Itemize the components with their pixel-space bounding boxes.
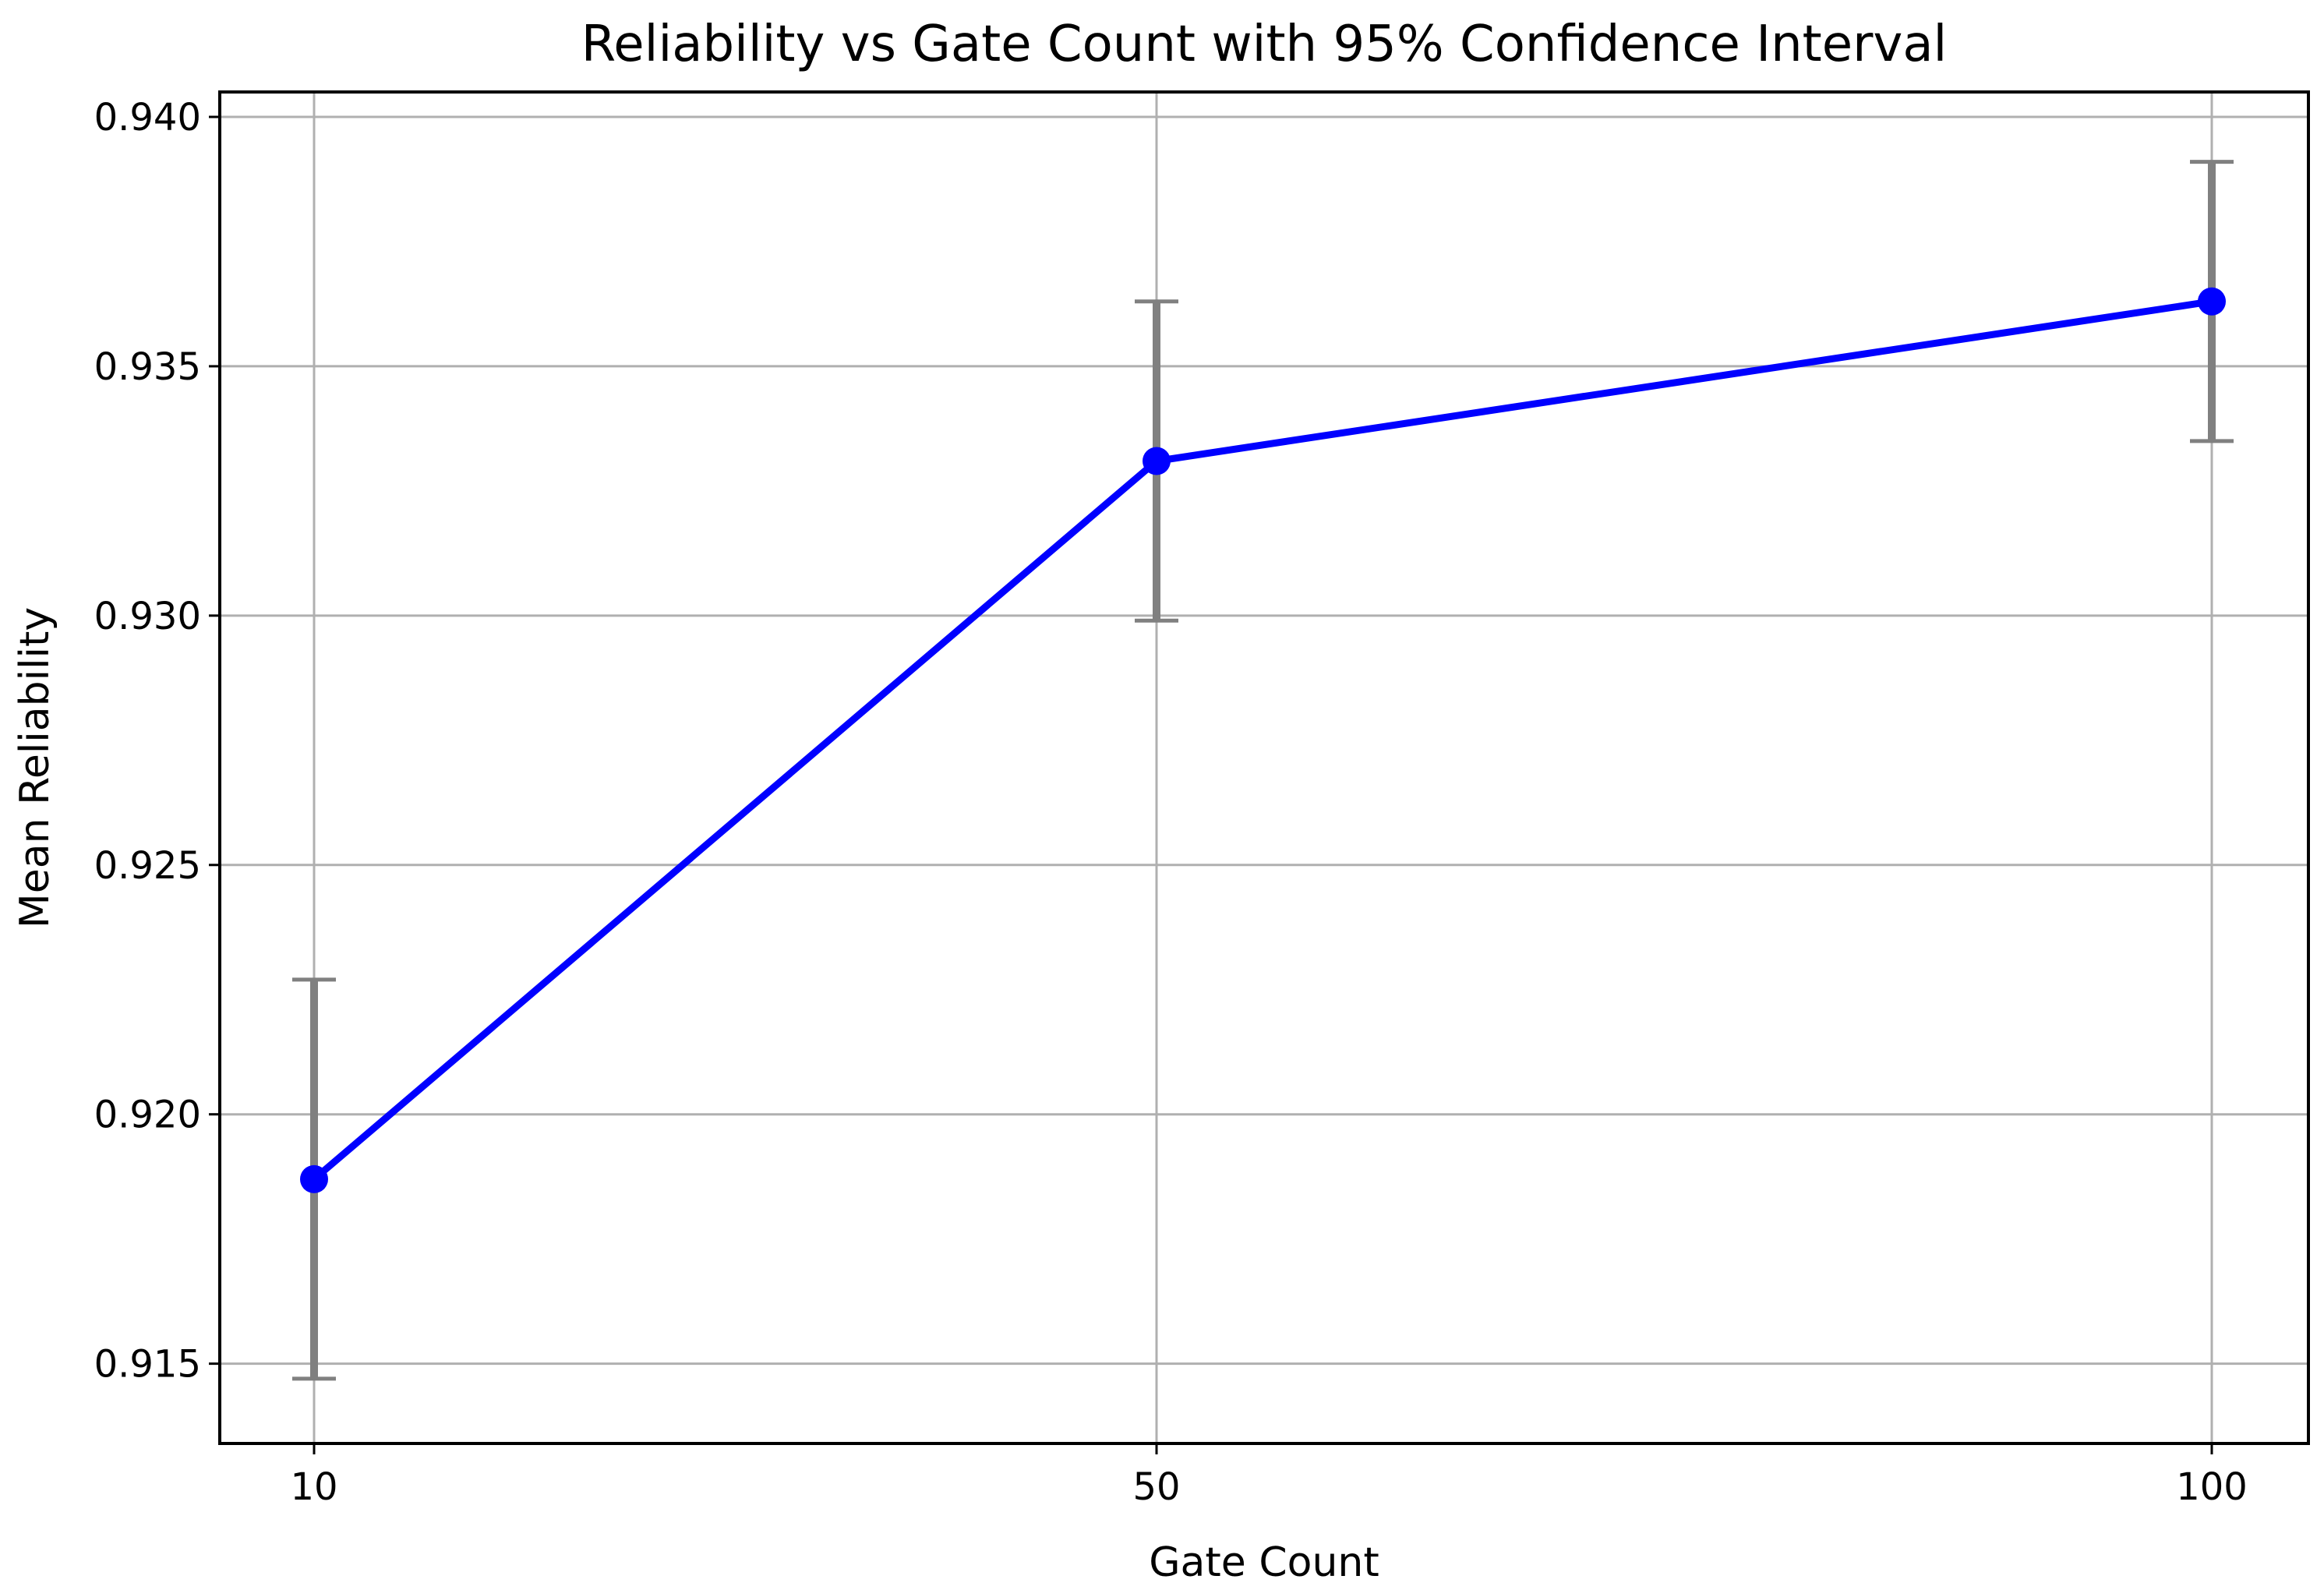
series-markers [300,287,2226,1193]
series-line-layer [312,298,2213,1182]
y-tick-label: 0.940 [94,96,201,140]
x-tick-label: 50 [1132,1465,1180,1509]
y-axis-ticks: 0.915 0.920 0.925 0.930 0.935 0.940 [94,96,220,1387]
x-axis-label: Gate Count [1149,1539,1379,1586]
x-tick-label: 10 [290,1465,337,1509]
y-tick-label: 0.930 [94,595,201,638]
y-tick-label: 0.925 [94,844,201,888]
series-line [312,298,2213,1182]
data-point [300,1164,328,1193]
plot-frame [218,90,2310,1445]
y-tick-label: 0.915 [94,1343,201,1387]
y-tick-label: 0.920 [94,1094,201,1137]
grid-lines [220,92,2308,1443]
data-point [1143,447,1171,475]
chart-title: Reliability vs Gate Count with 95% Confi… [581,16,1948,73]
x-tick-label: 100 [2176,1465,2248,1509]
y-tick-label: 0.935 [94,345,201,389]
data-point [2198,287,2226,316]
x-axis-ticks: 10 50 100 [290,1443,2248,1509]
y-axis-label: Mean Reliability [12,607,58,928]
